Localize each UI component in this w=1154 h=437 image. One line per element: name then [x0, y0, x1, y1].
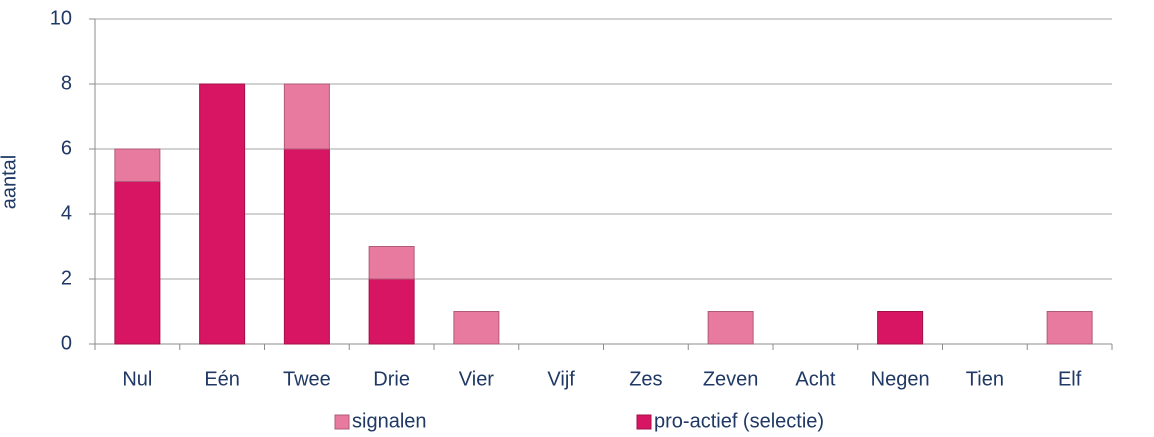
bar-segment	[114, 181, 161, 345]
legend-label: signalen	[352, 410, 427, 432]
x-tick-label: Tien	[966, 368, 1004, 390]
bar-segment	[199, 83, 246, 345]
legend-label: pro-actief (selectie)	[654, 410, 824, 432]
y-tick-label: 10	[50, 7, 72, 29]
bar-segment	[114, 148, 161, 182]
x-tick-label: Vijf	[547, 368, 575, 390]
legend-swatch	[636, 414, 652, 430]
y-tick-label: 0	[61, 332, 72, 354]
x-tick-label: Vier	[459, 368, 495, 390]
bar-segment	[283, 83, 330, 150]
bar-segment	[368, 246, 415, 280]
y-tick-label: 6	[61, 137, 72, 159]
x-tick-label: Elf	[1058, 368, 1082, 390]
y-tick-label: 2	[61, 267, 72, 289]
bar-segment	[368, 278, 415, 345]
x-tick-label: Acht	[795, 368, 835, 390]
x-tick-label: Nul	[122, 368, 152, 390]
x-tick-label: Drie	[373, 368, 410, 390]
y-tick-label: 4	[61, 202, 72, 224]
legend-swatch	[334, 414, 350, 430]
x-tick-label: Zes	[629, 368, 662, 390]
x-tick-label: Zeven	[703, 368, 759, 390]
x-tick-label: Eén	[204, 368, 240, 390]
bar-segment	[707, 311, 754, 345]
x-tick-label: Twee	[283, 368, 331, 390]
bar-segment	[283, 148, 330, 345]
bar-segment	[1046, 311, 1093, 345]
x-tick-label: Negen	[871, 368, 930, 390]
y-axis-label: aantal	[0, 155, 20, 210]
y-tick-label: 8	[61, 72, 72, 94]
bar-segment	[877, 311, 924, 345]
bar-segment	[453, 311, 500, 345]
